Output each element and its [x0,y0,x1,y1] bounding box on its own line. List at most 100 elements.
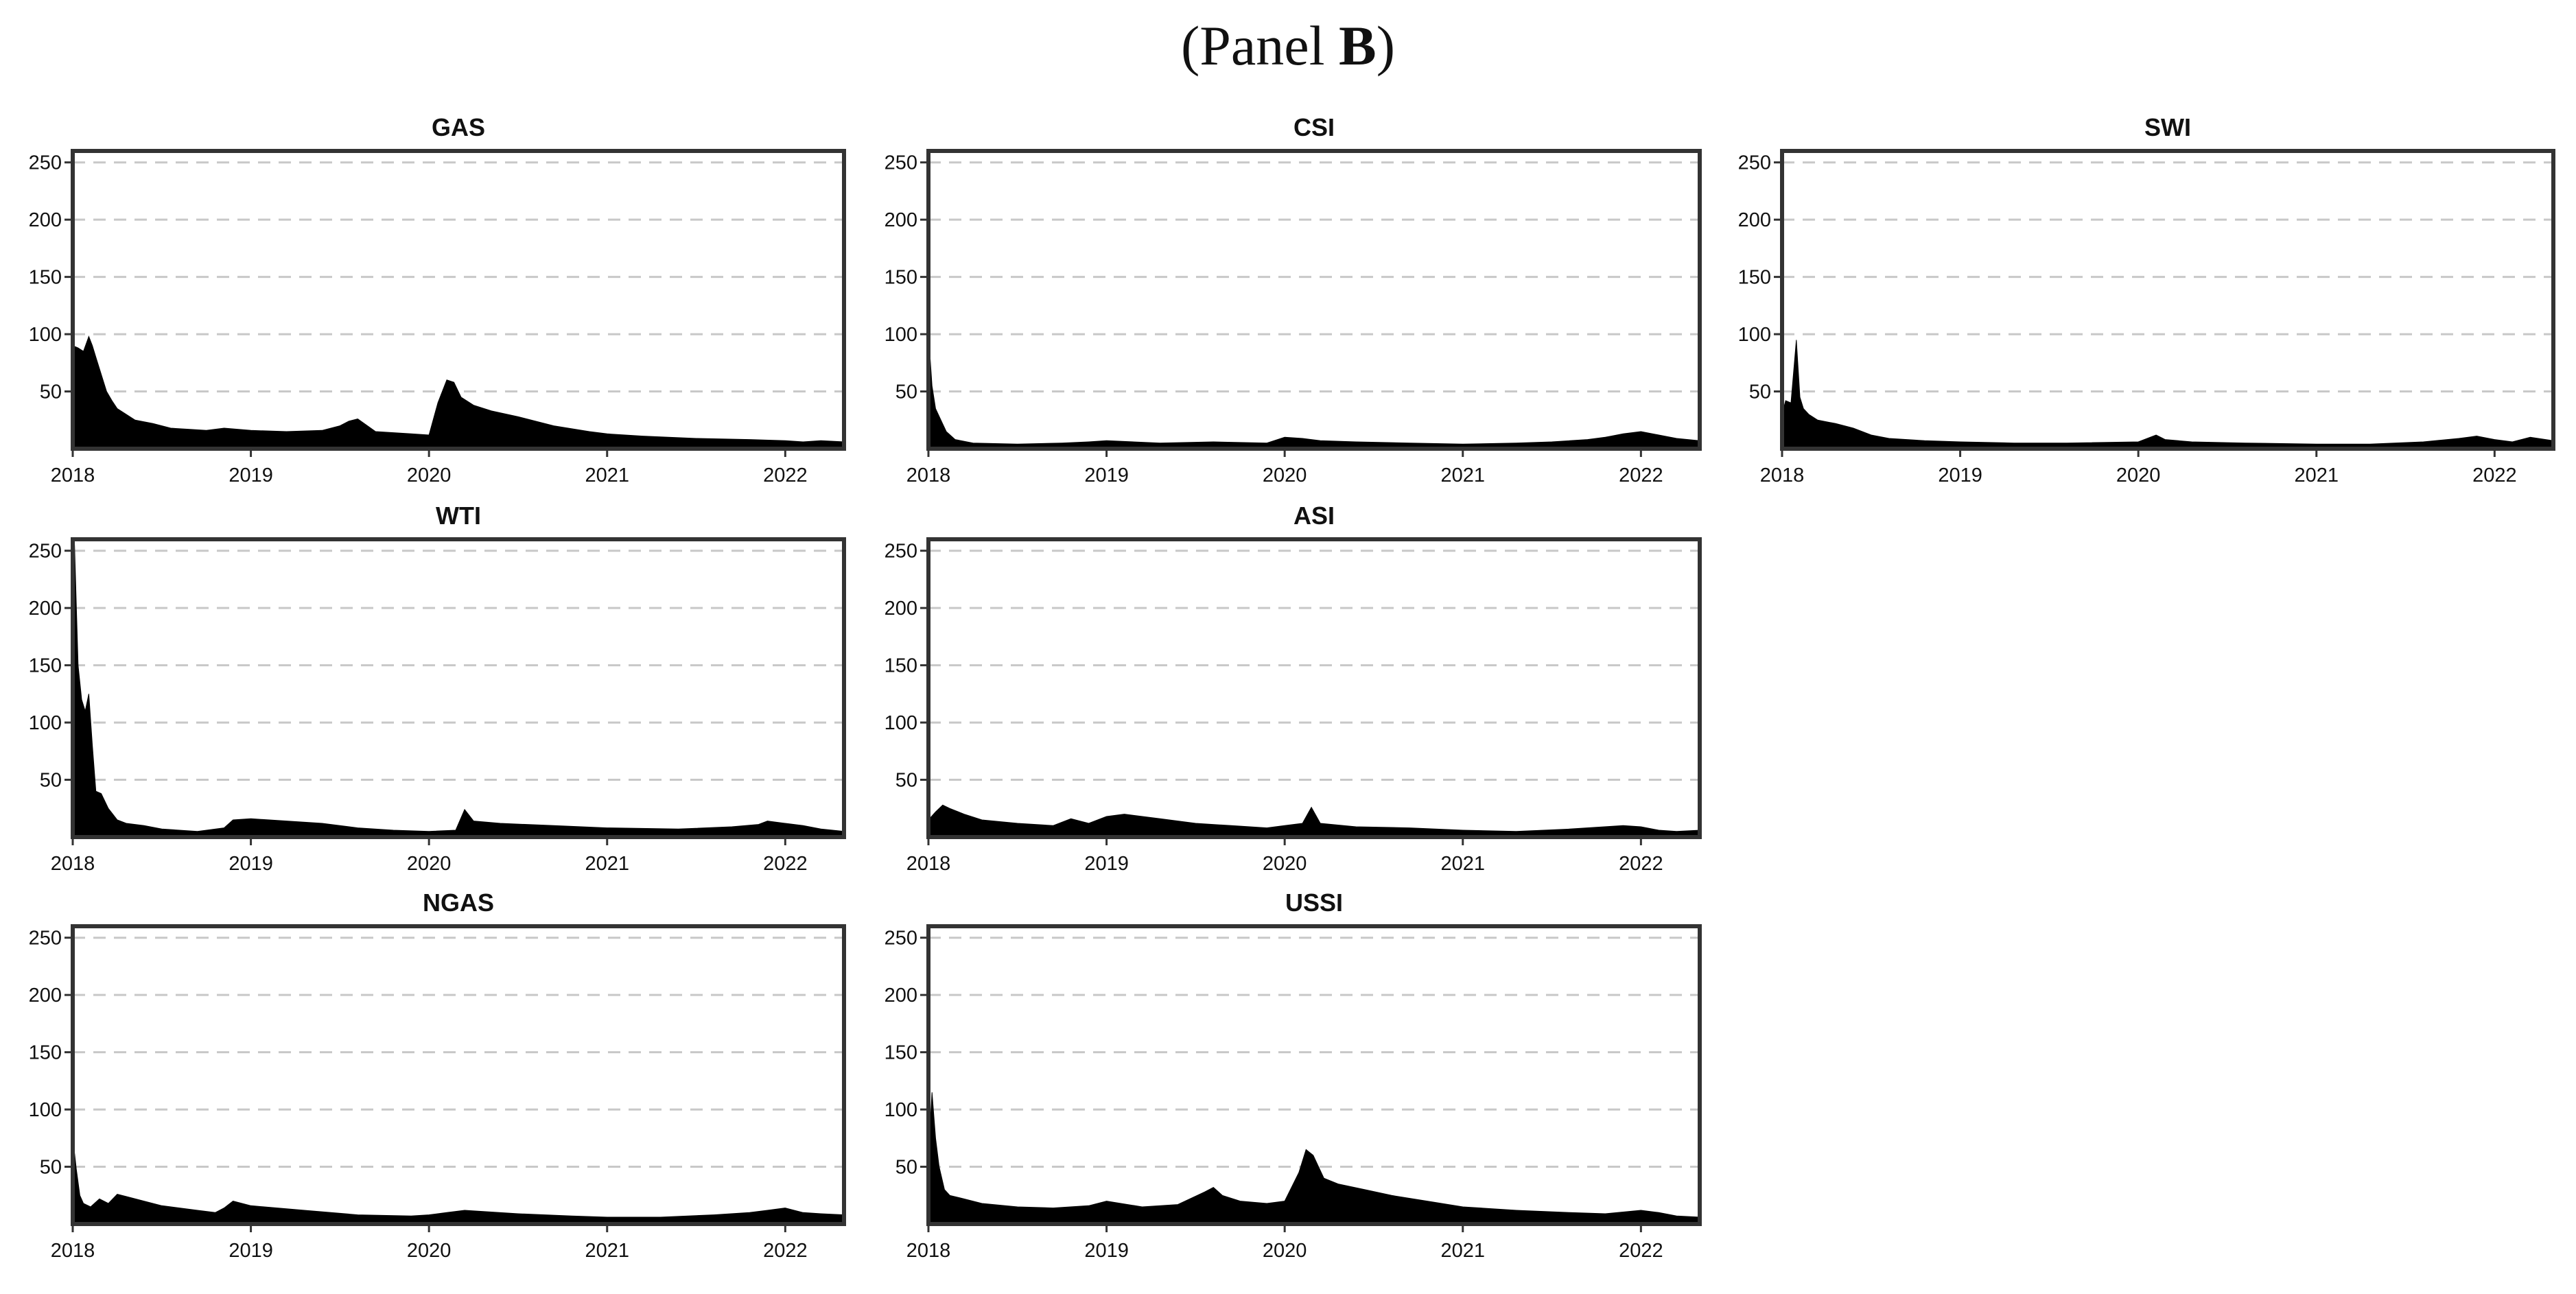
x-tick-label: 2022 [2472,464,2517,486]
x-tick-label: 2018 [906,1240,951,1262]
y-tick-label: 100 [29,324,62,346]
x-tick-label: 2018 [906,464,951,486]
series-area [72,545,845,838]
x-tick-label: 2020 [1263,853,1307,875]
y-tick-label: 200 [1738,209,1771,231]
y-tick-label: 200 [29,598,62,620]
x-tick-label: 2019 [229,853,273,875]
chart-wti: WTI 50 100 150 200 250 2018 2019 2020 2021 2022 [29,502,846,875]
y-tick-label: 150 [29,1042,62,1064]
series-area [928,1092,1700,1225]
x-tick-label: 2019 [229,464,273,486]
chart-ussi: USSI 50 100 150 200 250 2018 2019 2020 2021 2022 [885,889,1702,1262]
x-tick-label: 2020 [2116,464,2161,486]
x-tick-label: 2021 [1440,853,1485,875]
y-tick-label: 150 [1738,267,1771,289]
y-tick-label: 200 [29,985,62,1007]
x-tick-label: 2018 [51,1240,95,1262]
y-tick-label: 200 [885,985,917,1007]
y-tick-label: 200 [885,209,917,231]
x-tick-label: 2018 [51,853,95,875]
x-tick-label: 2022 [763,464,808,486]
y-tick-label: 100 [885,712,917,734]
y-tick-label: 150 [885,267,917,289]
y-tick-label: 250 [885,152,917,174]
panel-title-bold: B [1338,14,1377,77]
chart-swi: SWI 50 100 150 200 250 2018 2019 2020 2021 2022 [1738,113,2555,486]
y-tick-label: 250 [885,541,917,563]
x-tick-label: 2018 [906,853,951,875]
x-tick-label: 2019 [1084,464,1129,486]
y-tick-label: 50 [40,381,62,403]
y-tick-label: 250 [29,541,62,563]
series-area [928,359,1700,449]
chart-gas: GAS 50 100 150 200 250 2018 2019 2020 2021 2022 [29,113,846,486]
chart-title: GAS [432,113,485,141]
series-area [1781,340,2554,449]
y-tick-label: 100 [29,712,62,734]
x-tick-label: 2022 [763,853,808,875]
y-tick-label: 150 [885,655,917,677]
x-tick-label: 2021 [585,1240,629,1262]
x-tick-label: 2018 [1760,464,1805,486]
x-tick-label: 2022 [1619,1240,1663,1262]
x-tick-label: 2020 [1263,1240,1307,1262]
chart-title: WTI [436,502,481,530]
y-tick-label: 250 [29,152,62,174]
plot-frame [926,924,1702,1226]
y-tick-label: 50 [895,770,917,792]
x-tick-label: 2020 [1263,464,1307,486]
y-tick-label: 200 [885,598,917,620]
x-tick-label: 2019 [1084,1240,1129,1262]
y-tick-label: 150 [29,655,62,677]
panel-title-prefix: (Panel [1181,14,1339,77]
x-tick-label: 2018 [51,464,95,486]
x-tick-label: 2021 [2294,464,2339,486]
x-tick-label: 2020 [407,853,452,875]
x-tick-label: 2022 [1619,464,1663,486]
y-tick-label: 50 [895,381,917,403]
series-area [928,804,1700,838]
x-tick-label: 2021 [1440,464,1485,486]
plot-frame [71,924,846,1226]
x-tick-label: 2019 [229,1240,273,1262]
series-area [72,1153,845,1225]
chart-ngas: NGAS 50 100 150 200 250 2018 2019 2020 2021 2022 [29,889,846,1262]
y-tick-label: 100 [29,1099,62,1121]
x-tick-label: 2020 [407,1240,452,1262]
y-tick-label: 50 [40,770,62,792]
y-tick-label: 250 [885,928,917,950]
chart-title: ASI [1293,502,1335,530]
plot-frame [71,149,846,451]
y-tick-label: 250 [29,928,62,950]
series-area [72,335,845,449]
panel-title: (Panel B) [0,12,2576,80]
chart-title: USSI [1285,889,1343,917]
chart-title: NGAS [423,889,494,917]
chart-title: SWI [2144,113,2191,141]
x-tick-label: 2020 [407,464,452,486]
plot-frame [1780,149,2555,451]
plot-frame [926,537,1702,839]
y-tick-label: 50 [1749,381,1771,403]
panel-title-suffix: ) [1376,14,1395,77]
y-tick-label: 100 [1738,324,1771,346]
chart-asi: ASI 50 100 150 200 250 2018 2019 2020 2021 2022 [885,502,1702,875]
x-tick-label: 2019 [1084,853,1129,875]
x-tick-label: 2021 [1440,1240,1485,1262]
chart-title: CSI [1293,113,1335,141]
y-tick-label: 200 [29,209,62,231]
x-tick-label: 2022 [1619,853,1663,875]
y-tick-label: 250 [1738,152,1771,174]
y-tick-label: 150 [29,267,62,289]
y-tick-label: 150 [885,1042,917,1064]
y-tick-label: 100 [885,324,917,346]
plot-frame [926,149,1702,451]
plot-frame [71,537,846,839]
chart-csi: CSI 50 100 150 200 250 2018 2019 2020 2021 2022 [885,113,1702,486]
x-tick-label: 2022 [763,1240,808,1262]
x-tick-label: 2019 [1938,464,1982,486]
y-tick-label: 50 [895,1157,917,1179]
y-tick-label: 100 [885,1099,917,1121]
